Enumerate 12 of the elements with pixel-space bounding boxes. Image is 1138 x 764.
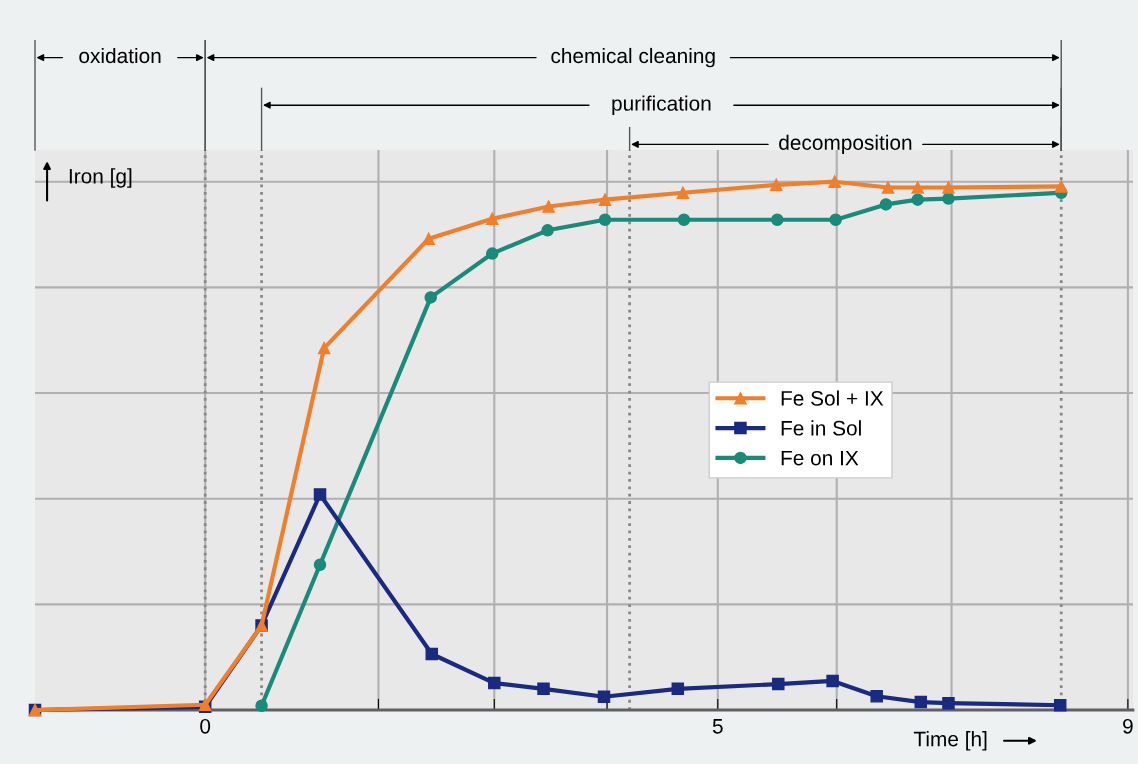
x-tick-label: 9: [1123, 718, 1133, 734]
x-tick-label: 5: [712, 719, 723, 734]
legend-label: Fe Sol + IX: [781, 390, 884, 406]
legend-label: Fe on IX: [781, 450, 859, 466]
x-axis-title: Time [h]: [913, 731, 987, 751]
text: oxidation: [79, 47, 161, 64]
x-tick-label: 0: [200, 718, 211, 734]
legend-label: Fe in Sol: [781, 420, 861, 436]
text: purification: [612, 95, 711, 115]
y-axis-title: Iron [g]: [69, 168, 132, 188]
text: decomposition: [779, 134, 912, 155]
text: chemical cleaning: [551, 47, 715, 68]
